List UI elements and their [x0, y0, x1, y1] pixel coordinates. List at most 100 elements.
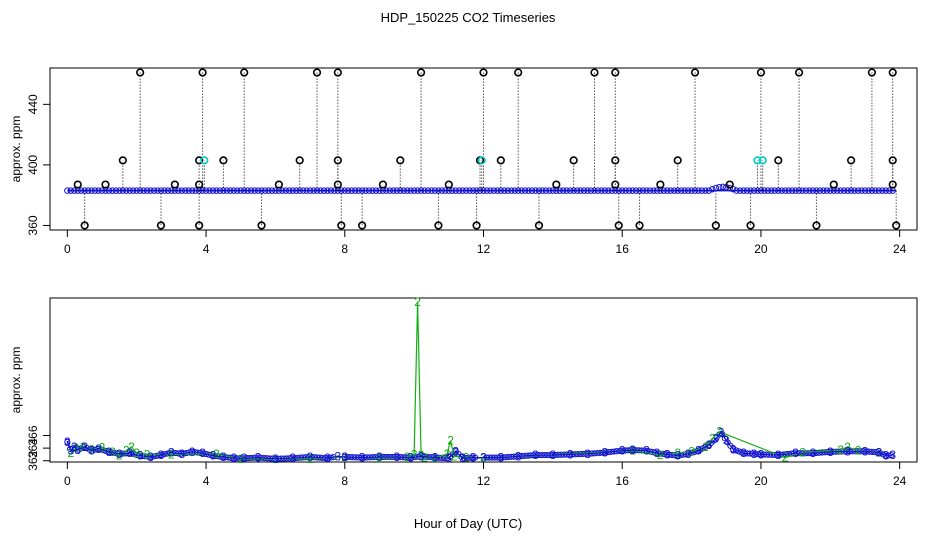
bottom-y-tick-label: 366 [26, 425, 40, 445]
series-2-marker: 2 [421, 451, 428, 465]
baseline-point [293, 187, 300, 194]
spike-high-point [416, 68, 426, 77]
baseline-point [511, 187, 518, 194]
series-3-marker: 3 [71, 440, 78, 454]
baseline-point [230, 187, 238, 194]
baseline-point [365, 187, 373, 194]
baseline-point [806, 187, 813, 194]
baseline-point [456, 187, 463, 194]
baseline-point [788, 187, 796, 194]
baseline-point [355, 187, 362, 194]
baseline-point [490, 187, 498, 194]
baseline-point [594, 187, 602, 194]
bottom-x-tick-label: 4 [203, 474, 210, 488]
baseline-point [653, 187, 661, 194]
series-2-marker: 2 [837, 443, 844, 457]
baseline-point [764, 187, 772, 194]
series-3-marker: 3 [255, 451, 262, 465]
baseline-point [324, 187, 331, 194]
baseline-point [854, 187, 862, 194]
series-3-marker: 3 [751, 447, 758, 461]
series-2-marker: 2 [444, 447, 451, 461]
baseline-point [646, 187, 654, 194]
baseline-point [313, 187, 321, 194]
baseline-point [518, 187, 525, 194]
baseline-point [390, 187, 397, 194]
series-2-marker: 2 [213, 447, 220, 461]
series-3-marker: 3 [81, 440, 88, 454]
baseline-point [736, 187, 744, 194]
baseline-point [393, 187, 400, 194]
baseline-point [785, 187, 792, 194]
series-2-marker: 2 [844, 440, 851, 454]
baseline-point [299, 187, 307, 194]
series-3-line [66, 431, 893, 460]
baseline-point [570, 187, 577, 194]
series-3-marker: 3 [418, 449, 425, 463]
series-3-marker: 3 [116, 447, 123, 461]
baseline-point [424, 187, 432, 194]
baseline-point [449, 187, 456, 194]
spike-high-point [333, 68, 342, 77]
baseline-point [636, 187, 643, 194]
baseline-point [209, 187, 217, 194]
baseline-point [369, 187, 376, 194]
trace-point [691, 448, 698, 456]
spike-mid-point [219, 156, 228, 165]
baseline-point [67, 187, 75, 194]
baseline-point [497, 187, 505, 194]
baseline-point [698, 187, 706, 194]
baseline-point [251, 187, 258, 194]
series-3-marker: 3 [695, 444, 702, 458]
series-2-marker: 2 [133, 446, 140, 460]
series-3-marker: 3 [567, 447, 574, 461]
baseline-point [868, 187, 876, 194]
series-2-marker: 2 [657, 448, 664, 462]
spike-mid-point [569, 156, 578, 165]
chart-title: HDP_150225 CO2 Timeseries [381, 10, 556, 25]
series-3-marker: 3 [889, 448, 896, 462]
series-3-marker: 3 [740, 446, 747, 460]
baseline-point [168, 187, 175, 194]
baseline-point [473, 187, 480, 194]
baseline-point [813, 187, 820, 194]
baseline-point [535, 187, 543, 194]
baseline-point [192, 187, 199, 194]
series-3-marker: 3 [619, 444, 626, 458]
baseline-point [834, 187, 841, 194]
baseline-point [400, 187, 407, 194]
baseline-point [709, 185, 716, 193]
top-x-tick-label: 12 [477, 242, 491, 256]
baseline-point [216, 187, 224, 194]
baseline-point [782, 187, 789, 194]
baseline-point [865, 187, 872, 194]
bottom-y-tick-label: 364 [26, 438, 40, 458]
baseline-point [414, 187, 421, 194]
baseline-point [469, 187, 477, 194]
baseline-point [778, 187, 785, 194]
baseline-point [587, 187, 595, 194]
series-3-marker: 3 [810, 446, 817, 460]
baseline-point [601, 187, 609, 194]
series-2-marker: 2 [418, 448, 425, 462]
baseline-point [775, 187, 782, 194]
dip-point [195, 221, 204, 230]
baseline-point [383, 187, 390, 194]
trace-point [694, 447, 701, 455]
bottom-x-tick-label: 0 [64, 474, 71, 488]
dip-point [337, 221, 346, 230]
series-3-marker: 3 [168, 446, 175, 460]
series-3-marker: 3 [550, 448, 557, 462]
series-3-marker: 3 [67, 444, 74, 458]
baseline-point [317, 187, 324, 194]
baseline-point [442, 187, 449, 194]
baseline-point [664, 187, 671, 194]
top-y-axis-label: approx. ppm [9, 116, 23, 183]
baseline-point [320, 187, 328, 194]
baseline-point [573, 187, 581, 194]
trace-point [89, 447, 96, 454]
series-3-marker: 3 [341, 450, 348, 464]
series-3-marker: 3 [230, 451, 237, 465]
baseline-point [799, 187, 806, 194]
series-2-marker: 2 [716, 425, 723, 439]
